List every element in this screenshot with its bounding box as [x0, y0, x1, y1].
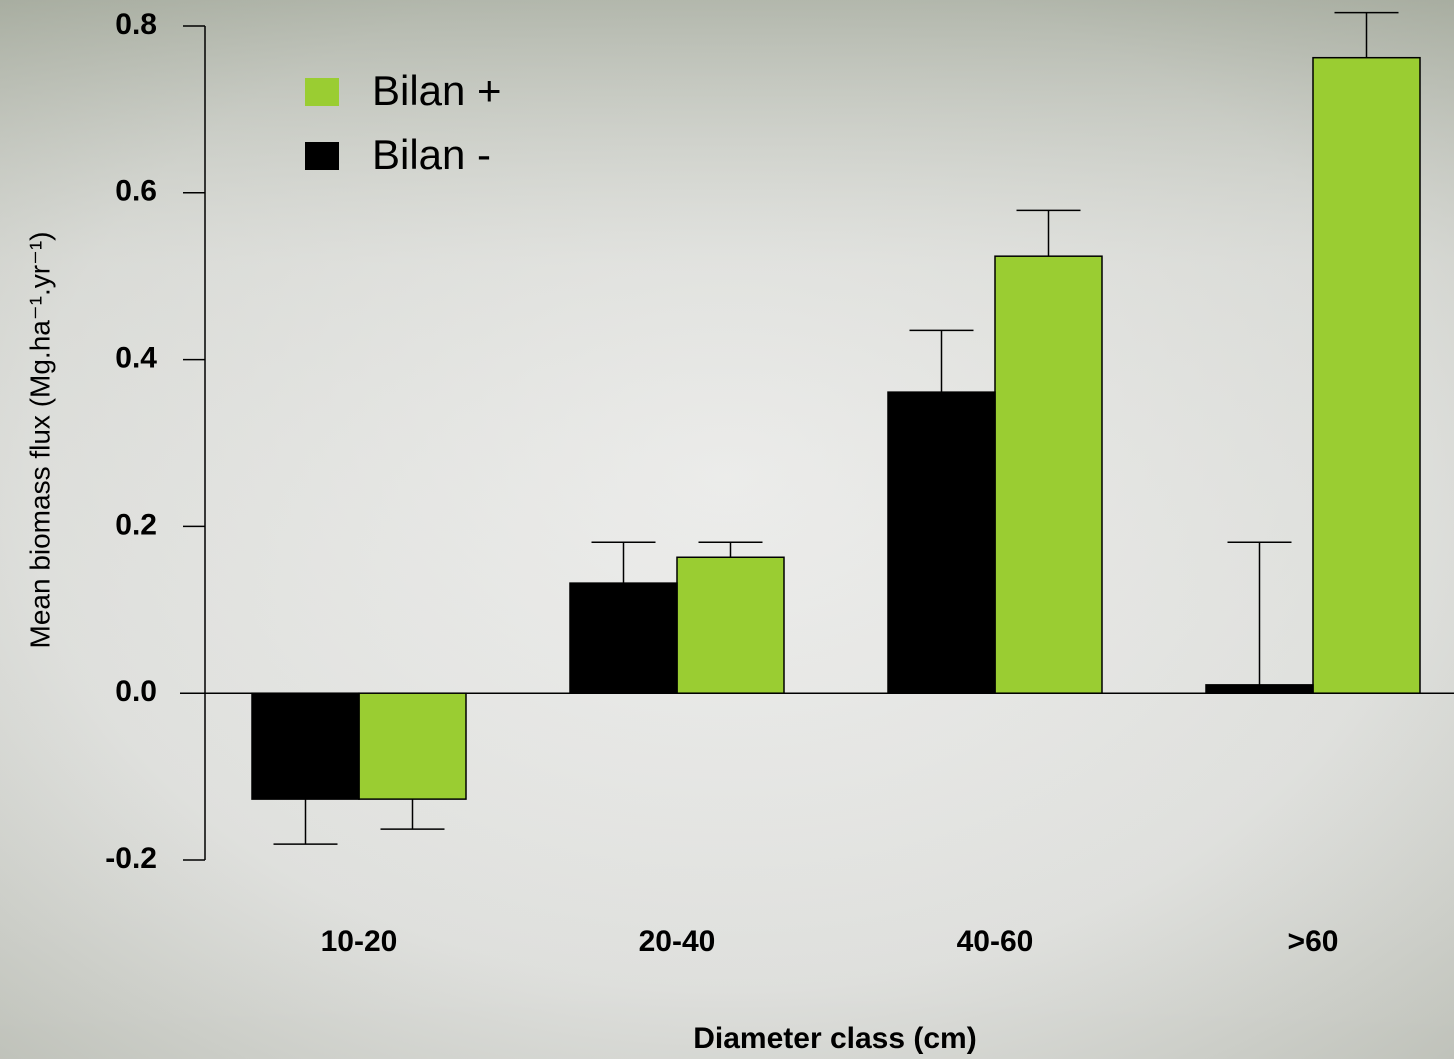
x-tick-label: >60 [1288, 925, 1339, 958]
bar [887, 391, 996, 694]
bar [1312, 56, 1421, 694]
x-tick-label: 40-60 [957, 925, 1034, 958]
y-tick-label: 0.4 [115, 342, 157, 375]
bar [1205, 684, 1314, 694]
bar [994, 255, 1103, 694]
legend-label: Bilan + [372, 67, 502, 114]
legend-label: Bilan - [372, 131, 491, 178]
x-tick-label: 10-20 [321, 925, 398, 958]
y-axis-label: Mean biomass flux (Mg.ha⁻¹.yr⁻¹) [24, 232, 55, 649]
bar [251, 692, 360, 800]
bar [676, 556, 785, 694]
legend-swatch [305, 78, 339, 106]
y-tick-label: 0.8 [115, 8, 157, 41]
bar [358, 692, 467, 800]
x-axis-label: Diameter class (cm) [693, 1022, 976, 1055]
y-tick-label: 0.0 [115, 675, 157, 708]
bar [569, 582, 678, 694]
x-tick-label: 20-40 [639, 925, 716, 958]
y-tick-label: -0.2 [105, 842, 157, 875]
legend-swatch [305, 142, 339, 170]
y-tick-label: 0.6 [115, 175, 157, 208]
y-tick-label: 0.2 [115, 508, 157, 541]
